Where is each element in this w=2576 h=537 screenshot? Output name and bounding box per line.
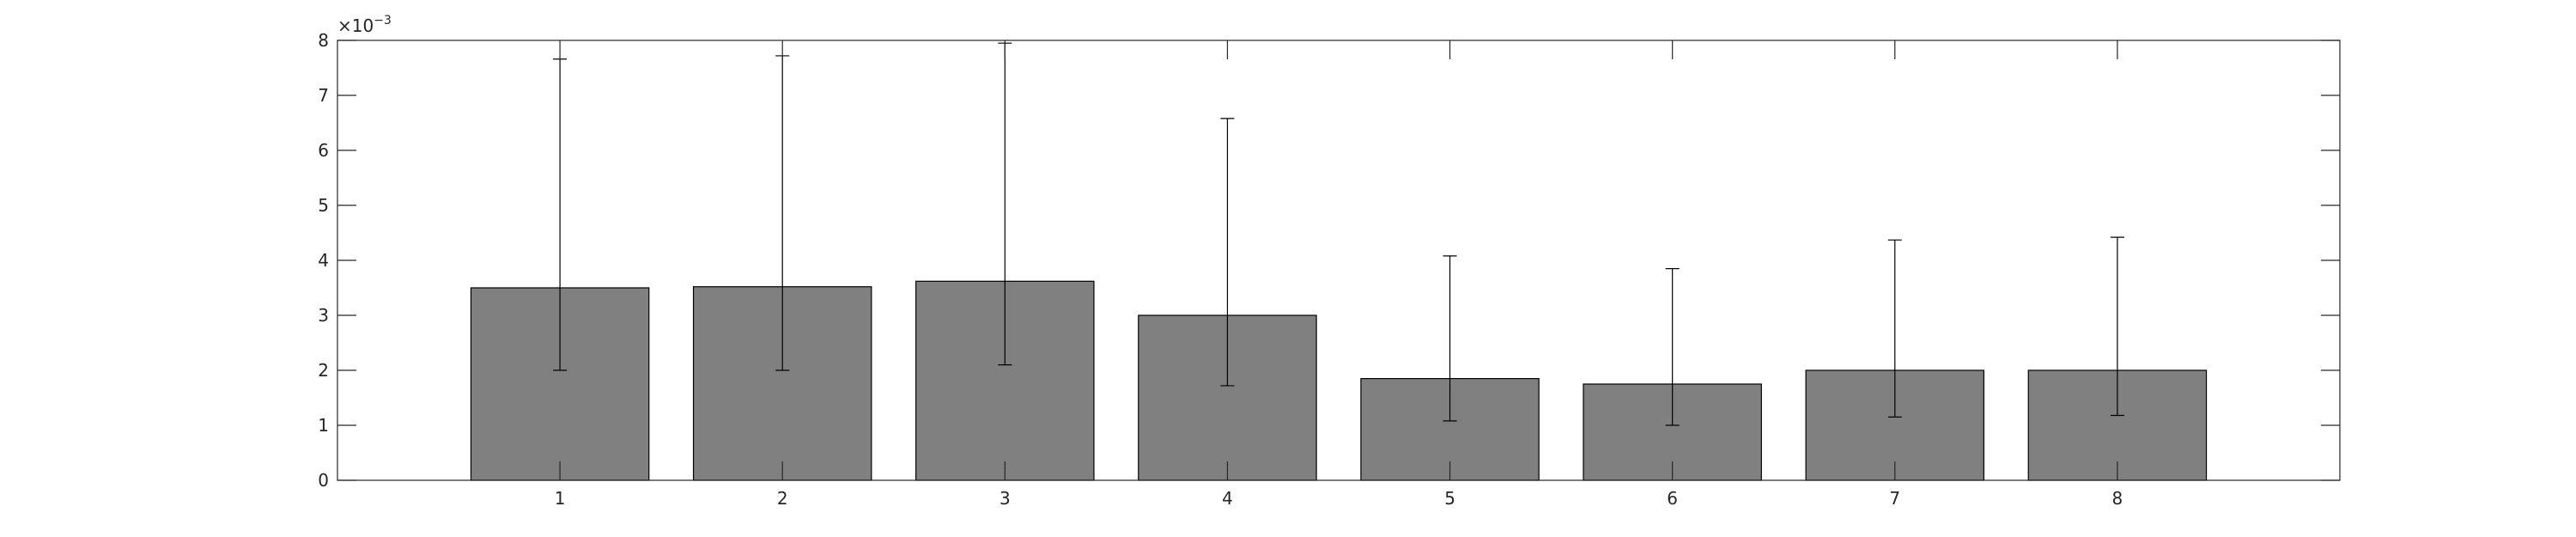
x-tick-label-8: 8	[2112, 488, 2123, 509]
y-tick-label-6: 6	[318, 140, 329, 161]
y-exponent-base: ×10	[337, 15, 374, 36]
x-tick-label-7: 7	[1889, 488, 1900, 509]
y-tick-label-0: 0	[318, 470, 329, 491]
x-tick-label-3: 3	[999, 488, 1011, 509]
x-tick-label-4: 4	[1222, 488, 1233, 509]
plot-area	[337, 40, 2340, 480]
y-tick-label-5: 5	[318, 195, 329, 216]
axes-box	[337, 40, 2341, 481]
y-tick-label-7: 7	[318, 85, 329, 106]
y-tick-label-1: 1	[318, 415, 329, 436]
y-axis-exponent: ×10−3	[337, 14, 392, 36]
y-tick-label-8: 8	[318, 30, 329, 51]
y-exponent-power: −3	[374, 14, 392, 27]
y-tick-label-2: 2	[318, 360, 329, 381]
x-tick-label-6: 6	[1667, 488, 1678, 509]
tick-labels-group: 1 2 3 4 5 6 7 8 0 1 2 3 4 5 6 7 8	[318, 30, 2123, 509]
x-tick-label-1: 1	[555, 488, 566, 509]
x-tick-label-2: 2	[777, 488, 788, 509]
error-bars-group	[553, 42, 2124, 426]
y-tick-label-3: 3	[318, 305, 329, 326]
y-tick-label-4: 4	[318, 250, 329, 271]
x-tick-label-5: 5	[1444, 488, 1455, 509]
